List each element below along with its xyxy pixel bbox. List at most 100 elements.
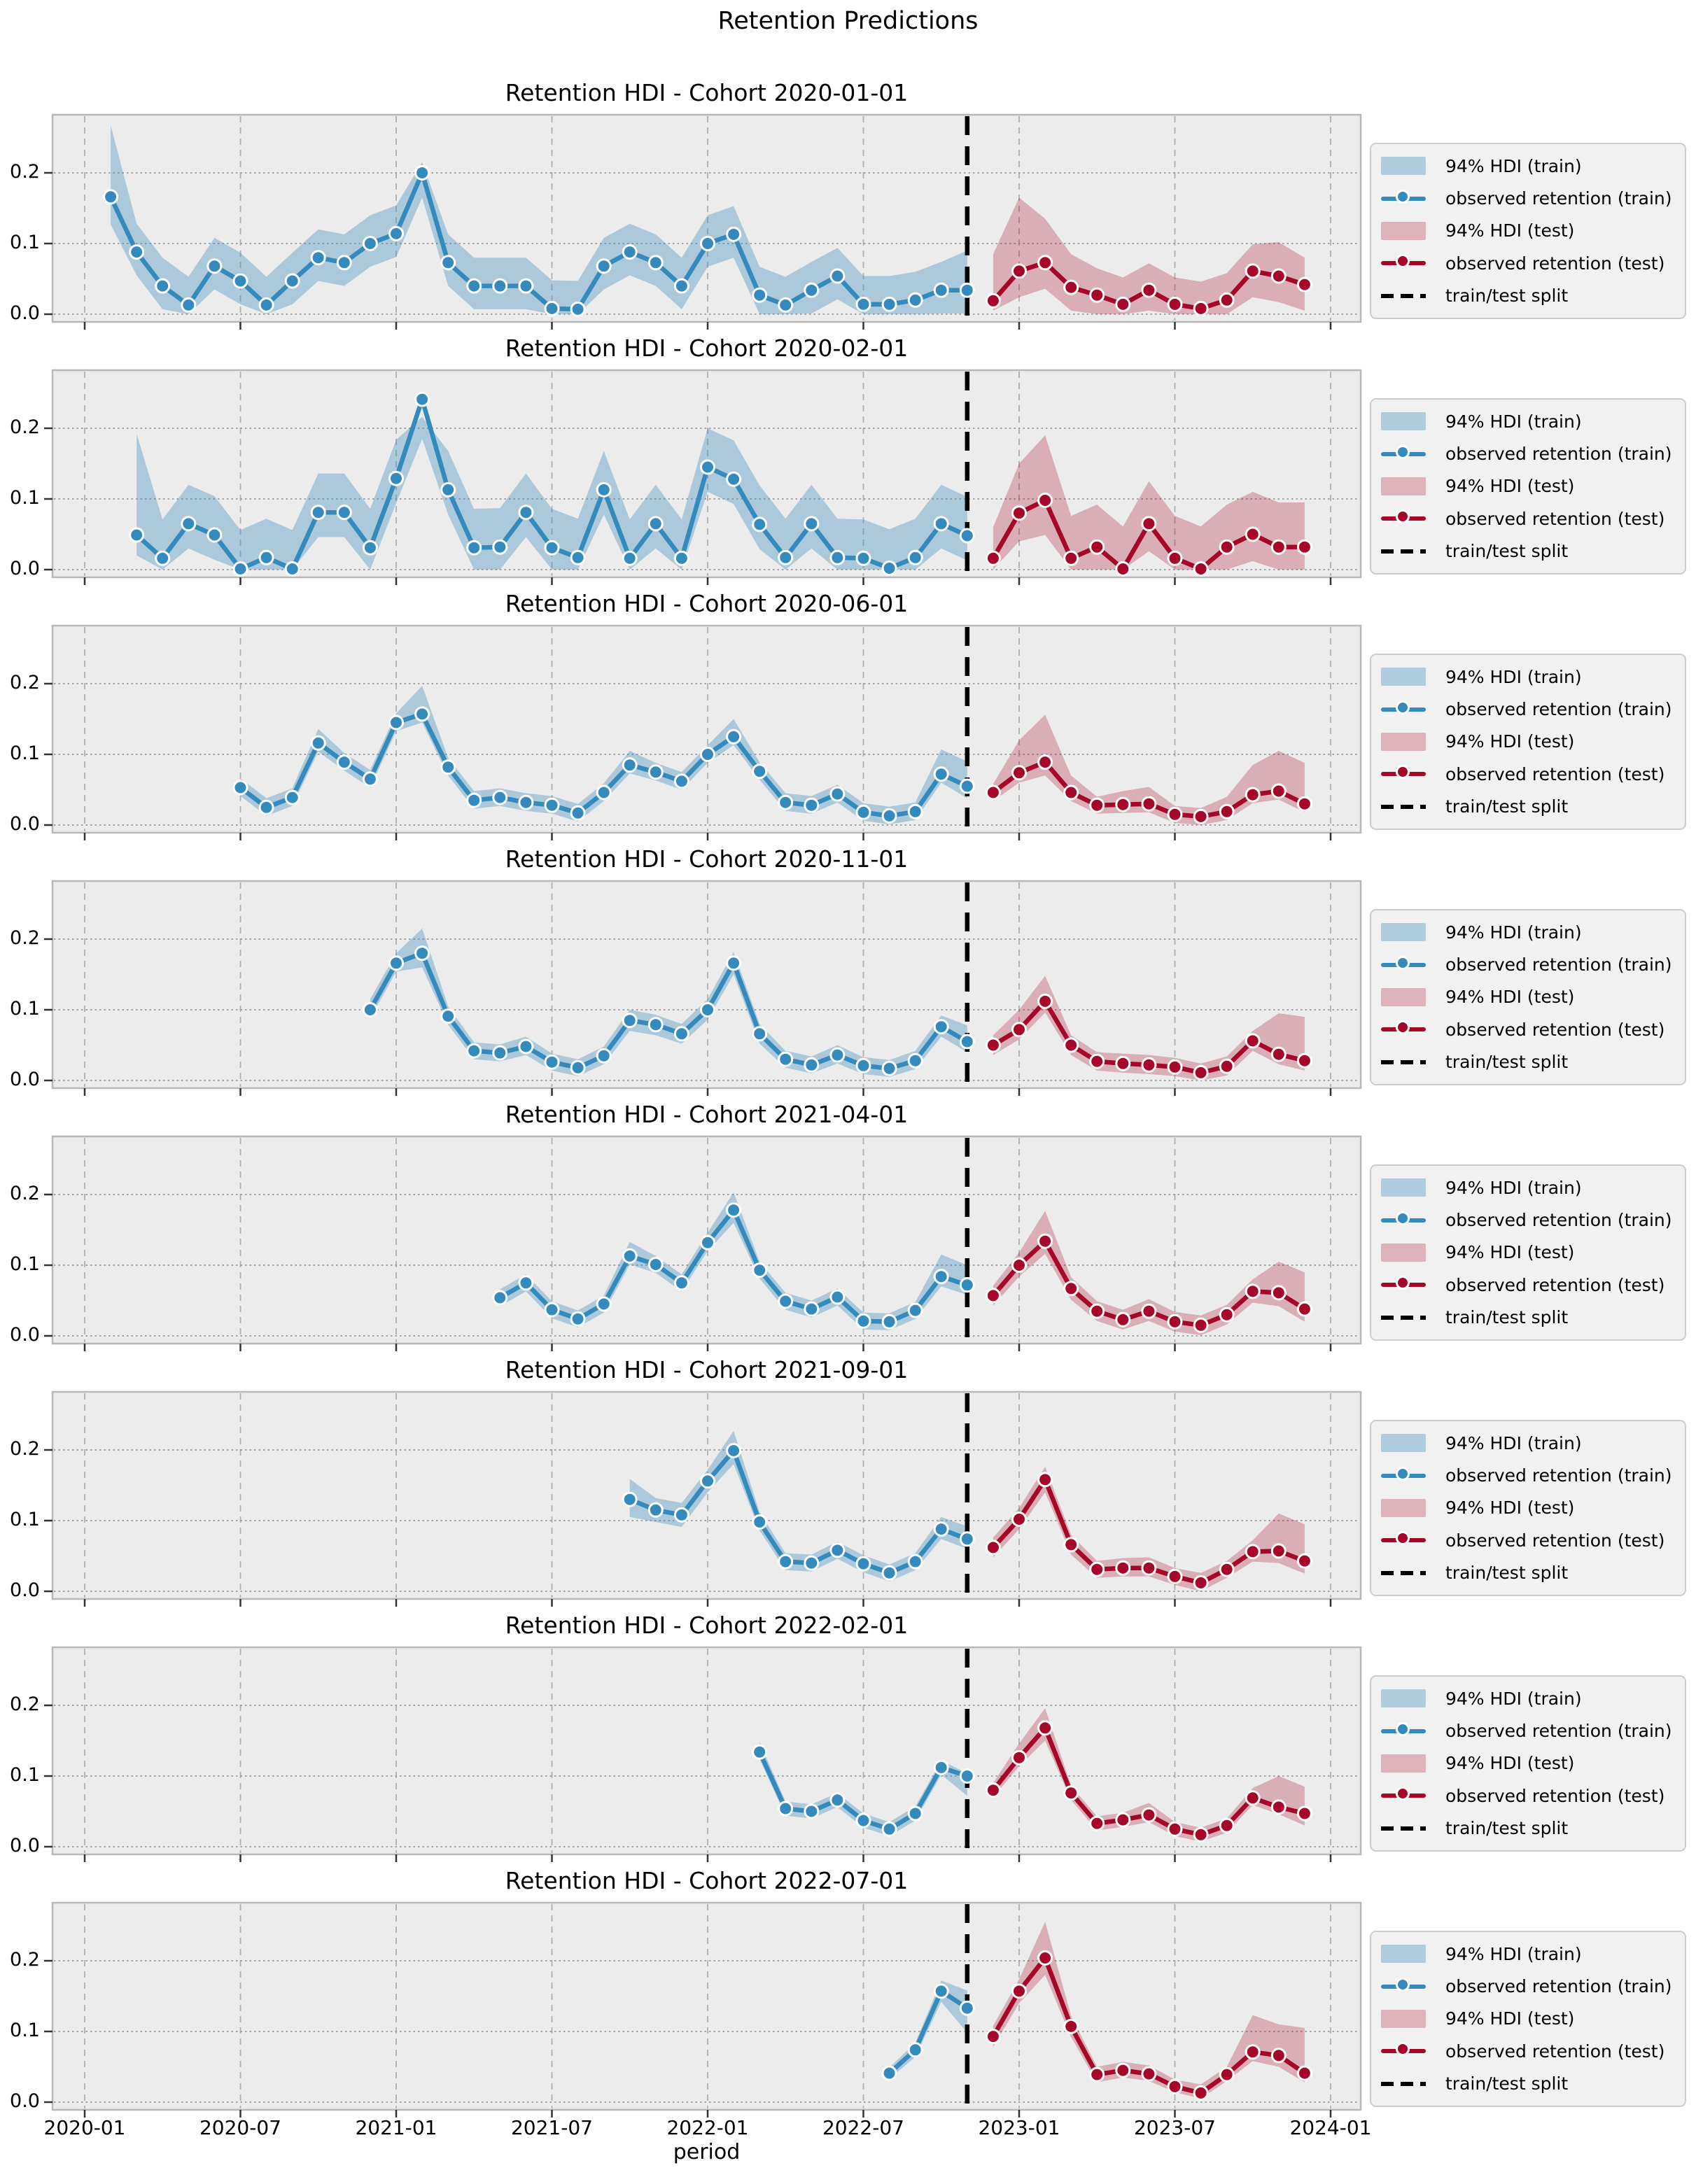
train-marker (518, 1038, 534, 1055)
legend-item: observed retention (test) (1381, 1014, 1675, 1045)
test-marker (1245, 263, 1261, 279)
train-marker (647, 516, 664, 532)
train-marker (232, 561, 248, 577)
train-marker (700, 747, 715, 762)
train-marker (933, 1019, 949, 1035)
legend-item: 94% HDI (test) (1381, 1237, 1675, 1268)
test-marker (1115, 796, 1131, 812)
legend-swatch-train-band-icon (1381, 667, 1426, 686)
test-marker (1141, 516, 1157, 532)
train-marker (492, 539, 508, 555)
legend-marker (1396, 509, 1410, 524)
legend-marker (1396, 1466, 1410, 1481)
test-marker (1219, 2066, 1235, 2083)
legend-swatch-test-band-icon (1381, 1243, 1426, 1262)
test-marker (985, 784, 1001, 801)
y-tick-label: 0.1 (10, 742, 40, 764)
train-marker (673, 1275, 689, 1291)
legend-swatch-train-band-icon (1381, 1689, 1426, 1708)
legend-item-label: observed retention (train) (1445, 1210, 1672, 1231)
legend-item: observed retention (test) (1381, 2036, 1675, 2066)
train-marker (881, 296, 897, 312)
legend-item: train/test split (1381, 536, 1675, 567)
legend-item: observed retention (train) (1381, 950, 1675, 980)
legend-item-label: 94% HDI (train) (1445, 1688, 1582, 1709)
train-marker (881, 1313, 897, 1330)
legend: 94% HDI (train) observed retention (train… (1370, 909, 1686, 1085)
legend-item: observed retention (train) (1381, 183, 1675, 214)
train-marker (959, 1277, 975, 1293)
test-marker (1167, 1568, 1183, 1584)
train-marker (804, 516, 820, 532)
legend-dash (1381, 2081, 1426, 2086)
train-marker (414, 706, 430, 722)
test-marker (1115, 1812, 1131, 1828)
train-marker (622, 757, 638, 773)
train-marker (726, 728, 742, 745)
legend-item: observed retention (train) (1381, 439, 1675, 470)
train-marker (310, 505, 326, 521)
legend-patch (1381, 1434, 1426, 1453)
legend: 94% HDI (train) observed retention (train… (1370, 1931, 1686, 2107)
train-marker (336, 255, 352, 271)
train-marker (103, 189, 119, 205)
train-marker (959, 528, 975, 544)
subplot-title: Retention HDI - Cohort 2022-07-01 (505, 1867, 909, 1894)
legend-swatch-test-icon (1381, 2041, 1426, 2061)
legend-item: observed retention (test) (1381, 248, 1675, 279)
legend-swatch-train-icon (1381, 189, 1426, 209)
test-marker (1141, 1303, 1157, 1319)
legend-swatch-split-icon (1381, 1819, 1426, 1838)
test-marker (1063, 1785, 1079, 1801)
train-marker (284, 561, 300, 577)
y-tick-label: 0.0 (10, 1579, 40, 1601)
train-marker (596, 1296, 612, 1312)
test-marker (1193, 561, 1209, 577)
train-marker (544, 540, 560, 556)
test-marker (1141, 796, 1157, 812)
test-marker (1141, 1807, 1157, 1823)
train-marker (544, 1054, 560, 1070)
legend-swatch-test-icon (1381, 253, 1426, 273)
test-marker (1089, 1815, 1105, 1831)
train-marker (804, 797, 820, 813)
legend-dash (1381, 1315, 1426, 1320)
legend-patch (1381, 1754, 1426, 1773)
train-marker (907, 292, 923, 308)
test-marker (1037, 1472, 1053, 1488)
legend-patch (1381, 157, 1426, 176)
legend-swatch-split-icon (1381, 2074, 1426, 2094)
legend-item-label: observed retention (train) (1445, 188, 1672, 209)
legend-patch (1381, 2009, 1426, 2028)
train-marker (933, 516, 949, 532)
legend-swatch-train-band-icon (1381, 156, 1426, 176)
legend-item-label: 94% HDI (test) (1445, 220, 1575, 241)
y-tick-label: 0.2 (10, 1183, 40, 1204)
train-line (888, 1989, 969, 2076)
train-marker (804, 282, 820, 298)
test-marker (1245, 1283, 1261, 1299)
legend-item: 94% HDI (train) (1381, 661, 1675, 692)
y-tick-label: 0.0 (10, 813, 40, 835)
y-tick-label: 0.2 (10, 927, 40, 949)
legend-item: 94% HDI (test) (1381, 726, 1675, 757)
test-marker (1011, 765, 1027, 781)
train-marker (544, 1302, 560, 1318)
legend-item: train/test split (1381, 1813, 1675, 1844)
test-marker (1167, 1821, 1183, 1837)
test-marker (1219, 803, 1235, 819)
test-marker (1167, 2078, 1183, 2094)
legend-patch (1381, 412, 1426, 431)
train-marker (700, 459, 715, 475)
train-marker (362, 771, 378, 787)
legend-swatch-test-icon (1381, 764, 1426, 784)
train-marker (752, 287, 768, 303)
legend-item-label: observed retention (train) (1445, 954, 1672, 975)
train-marker (855, 1812, 871, 1829)
train-marker (673, 278, 689, 294)
test-marker (1063, 1037, 1079, 1053)
train-marker (232, 273, 248, 289)
legend-marker (1396, 1020, 1410, 1035)
test-marker (1270, 783, 1287, 799)
subplot-0 (44, 113, 1362, 330)
